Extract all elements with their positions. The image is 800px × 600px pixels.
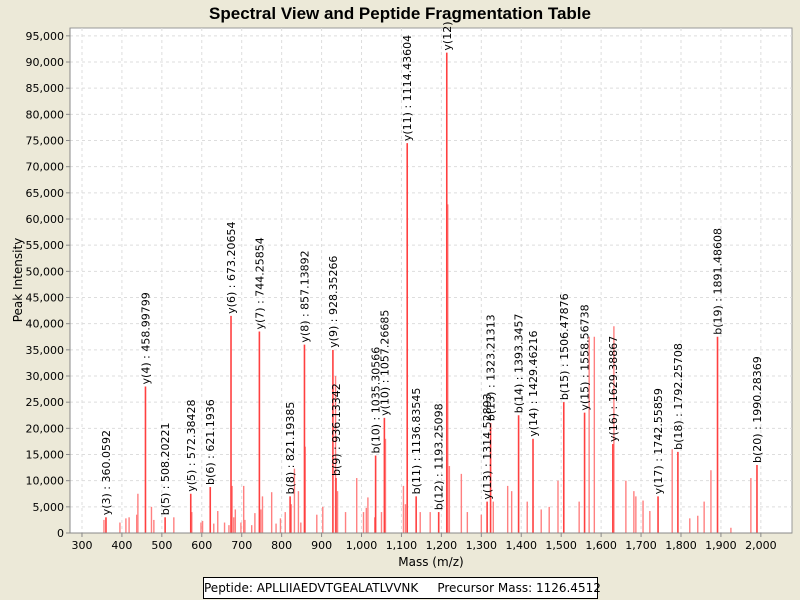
peak-label: y(5) : 572.38428 xyxy=(185,399,198,491)
y-tick-label: 85,000 xyxy=(26,82,65,95)
legend-precursor: Precursor Mass: 1126.4512 xyxy=(437,581,601,595)
y-tick-label: 35,000 xyxy=(26,344,65,357)
peak-label: b(20) : 1990.28369 xyxy=(751,356,764,463)
x-tick-label: 900 xyxy=(311,539,332,552)
peak-labels: y(3) : 360.0592 y(4) : 458.99799 b(5) : 50… xyxy=(100,22,764,516)
x-tick-label: 1,300 xyxy=(466,539,498,552)
grid xyxy=(70,28,792,534)
peak-label: b(11) : 1136.83545 xyxy=(410,388,423,495)
y-axis-label: Peak Intensity xyxy=(11,238,25,323)
x-tick-label: 1,600 xyxy=(585,539,617,552)
y-tick-label: 40,000 xyxy=(26,318,65,331)
y-tick-label: 20,000 xyxy=(26,422,65,435)
plot-area xyxy=(69,27,793,534)
y-tick-label: 90,000 xyxy=(26,56,65,69)
peak-label: y(6) : 673.20654 xyxy=(225,222,238,314)
y-tick-label: 70,000 xyxy=(26,161,65,174)
x-tick-label: 1,400 xyxy=(506,539,538,552)
chart-title: Spectral View and Peptide Fragmentation … xyxy=(209,4,591,23)
x-tick-label: 1,700 xyxy=(625,539,657,552)
axes: 300 400 500 600 700 800 900 1,000 1,100 1,200 1,30… xyxy=(26,28,792,552)
x-tick-label: 600 xyxy=(191,539,212,552)
y-tick-label: 15,000 xyxy=(26,449,65,462)
peak-label: y(10) : 1057.26685 xyxy=(378,310,391,416)
peak-label: b(13) : 1323.21313 xyxy=(485,314,498,421)
peak-label: b(12) : 1193.25098 xyxy=(433,403,446,510)
y-tick-label: 95,000 xyxy=(26,30,65,43)
y-tick-label: 65,000 xyxy=(26,187,65,200)
y-tick-label: 30,000 xyxy=(26,370,65,383)
peak-label: b(10) : 1035.30566 xyxy=(370,347,383,454)
peak-label: y(11) : 1114.43604 xyxy=(401,35,414,141)
x-tick-label: 2,000 xyxy=(745,539,777,552)
y-tick-label: 55,000 xyxy=(26,239,65,252)
x-tick-label: 300 xyxy=(71,539,92,552)
y-tick-label: 10,000 xyxy=(26,475,65,488)
peak-label: y(9) : 928.35266 xyxy=(327,256,340,348)
x-tick-label: 400 xyxy=(111,539,132,552)
y-tick-label: 80,000 xyxy=(26,108,65,121)
y-tick-label: 60,000 xyxy=(26,213,65,226)
peak-label: b(19) : 1891.48608 xyxy=(712,228,725,335)
peaks xyxy=(103,52,758,533)
peak-label: y(16) : 1629.38867 xyxy=(607,336,620,442)
peak-label: y(3) : 360.0592 xyxy=(100,430,113,515)
peak-label: y(14) : 1429.46216 xyxy=(527,331,540,437)
peak-label: b(8) : 821.19385 xyxy=(284,402,297,495)
x-tick-label: 1,900 xyxy=(705,539,737,552)
x-tick-label: 1,500 xyxy=(545,539,577,552)
y-tick-label: 45,000 xyxy=(26,292,65,305)
y-tick-label: 5,000 xyxy=(33,501,65,514)
x-tick-label: 800 xyxy=(271,539,292,552)
peak-label: b(5) : 508.20221 xyxy=(159,423,172,516)
legend-peptide: Peptide: APLLIIAEDVTGEALATLVVNK xyxy=(204,581,419,595)
x-axis-label: Mass (m/z) xyxy=(398,555,463,569)
x-tick-label: 1,800 xyxy=(665,539,697,552)
peak-label: y(12) xyxy=(441,22,454,51)
peak-label: y(17) : 1742.55859 xyxy=(652,388,665,494)
x-tick-label: 500 xyxy=(151,539,172,552)
y-tick-label: 25,000 xyxy=(26,396,65,409)
peak-label: y(4) : 458.99799 xyxy=(139,292,152,384)
peak-label: b(15) : 1506.47876 xyxy=(558,293,571,400)
x-tick-label: 1,200 xyxy=(426,539,458,552)
peak-label: y(8) : 857.13892 xyxy=(298,250,311,342)
y-tick-label: 0 xyxy=(57,527,64,540)
peak-label: b(6) : 621.1936 xyxy=(204,399,217,485)
peak-label: b(18) : 1792.25708 xyxy=(672,343,685,450)
peak-label: y(13) : 1314.52893 xyxy=(481,393,494,499)
x-tick-label: 700 xyxy=(231,539,252,552)
x-tick-label: 1,000 xyxy=(346,539,378,552)
y-tick-label: 75,000 xyxy=(26,135,65,148)
y-tick-label: 50,000 xyxy=(26,265,65,278)
peak-label: y(15) : 1558.56738 xyxy=(579,304,592,410)
x-tick-label: 1,100 xyxy=(386,539,418,552)
peak-label: b(14) : 1393.3457 xyxy=(513,314,526,414)
legend: Peptide: APLLIIAEDVTGEALATLVVNK Precurso… xyxy=(203,577,601,599)
peak-label: b(9) : 936.13342 xyxy=(330,383,343,476)
peak-label: y(7) : 744.25854 xyxy=(253,237,266,329)
